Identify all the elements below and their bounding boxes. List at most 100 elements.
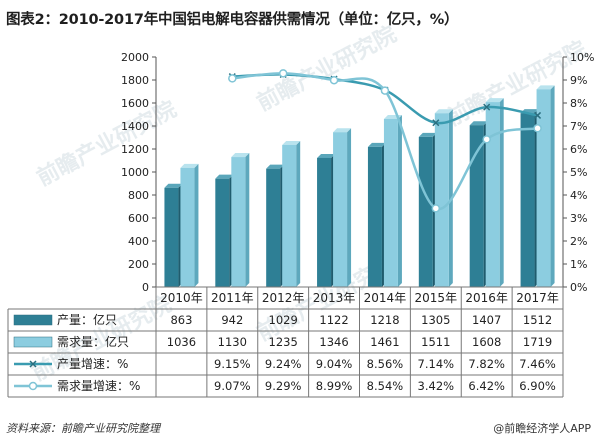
production-bar-3-top — [317, 153, 336, 158]
production-growth-point-6 — [534, 111, 542, 119]
production-bar-5 — [418, 136, 433, 287]
legend-key-1 — [13, 336, 53, 348]
table-cell-3-5: 3.42% — [418, 379, 455, 393]
production-bar-1 — [215, 178, 230, 287]
production-bar-0-top — [164, 183, 183, 188]
left-tick-label-5: 1000 — [121, 166, 149, 179]
demand-bar-7-top — [536, 85, 555, 90]
demand-bar-7 — [536, 89, 551, 287]
category-label-3: 2013年 — [313, 291, 356, 305]
demand-bar-0 — [180, 167, 195, 287]
right-tick-label-3: 3% — [570, 212, 587, 225]
demand-bar-7-side — [550, 85, 555, 287]
table-cell-0-1: 942 — [221, 313, 243, 327]
table-cell-0-4: 1218 — [370, 313, 399, 327]
demand-growth-point-2 — [329, 75, 339, 85]
production-bar-0 — [164, 187, 179, 287]
source-note: 资料来源：前瞻产业研究院整理 — [6, 422, 160, 435]
table-cell-3-2: 9.29% — [265, 379, 302, 393]
table-cell-2-3: 9.04% — [316, 357, 353, 371]
demand-bar-3-side — [347, 128, 352, 287]
category-label-6: 2016年 — [465, 291, 508, 305]
table-cell-2-4: 8.56% — [367, 357, 404, 371]
left-tick-label-3: 600 — [128, 212, 149, 225]
production-bar-7 — [520, 113, 535, 288]
production-growth-point-5 — [483, 103, 491, 111]
table-cell-1-1: 1130 — [218, 335, 247, 349]
brand-note: @前瞻经济学人APP — [493, 422, 591, 435]
data-table: 2010年 2011年 2012年 2013年 2014年 2015年 2016年 2017年… — [7, 286, 564, 398]
category-label-2: 2012年 — [262, 291, 305, 305]
left-tick-label-4: 800 — [128, 189, 149, 202]
right-tick-label-10: 10% — [570, 51, 594, 64]
table-cell-0-2: 1029 — [269, 313, 298, 327]
production-bar-4 — [367, 146, 382, 287]
demand-growth-point-1 — [278, 69, 288, 78]
watermark-text-3: 前瞻产业研究院 — [443, 36, 591, 131]
demand-bar-2-side — [296, 140, 301, 287]
demand-bar-4 — [383, 118, 398, 287]
production-bar-3 — [317, 157, 332, 287]
table-cell-0-3: 1122 — [319, 313, 348, 327]
table-cell-3-4: 8.54% — [367, 379, 404, 393]
right-tick-label-7: 7% — [570, 120, 587, 133]
demand-bar-1 — [231, 157, 246, 287]
demand-growth-point-0 — [228, 74, 237, 83]
production-bar-2-top — [266, 164, 285, 169]
production-growth-point-4 — [432, 119, 440, 127]
category-label-5: 2015年 — [415, 291, 458, 305]
demand-bar-6 — [485, 102, 500, 287]
plot-area: 0 200 400 600 800 1000 1200 1400 1600 1800 2000 0% 1… — [121, 51, 594, 294]
table-cell-1-4: 1461 — [370, 335, 399, 349]
demand-bar-3 — [333, 132, 348, 287]
left-tick-label-6: 1200 — [121, 143, 149, 156]
demand-bar-2-top — [282, 140, 301, 145]
table-cell-1-5: 1511 — [421, 335, 450, 349]
table-cell-2-7: 7.46% — [519, 357, 556, 371]
production-bar-6-top — [469, 121, 488, 126]
table-cell-3-6: 6.42% — [468, 379, 505, 393]
table-cell-2-1: 9.15% — [214, 357, 251, 371]
right-tick-label-1: 1% — [570, 258, 587, 271]
demand-bar-6-side — [499, 98, 504, 287]
table-cell-1-7: 1719 — [523, 335, 552, 349]
demand-growth-point-3 — [380, 86, 390, 95]
demand-bar-0-top — [180, 163, 199, 168]
table-cell-3-3: 8.99% — [316, 379, 353, 393]
demand-bar-2 — [282, 144, 297, 287]
demand-bar-0-side — [194, 163, 199, 287]
category-label-7: 2017年 — [516, 291, 559, 305]
legend-label-0: 产量：亿只 — [57, 312, 117, 327]
production-bar-5-top — [418, 132, 437, 137]
demand-bar-5-top — [434, 109, 453, 114]
table-cell-1-6: 1608 — [472, 335, 501, 349]
table-cell-0-7: 1512 — [523, 313, 552, 327]
chart-title: 图表2：2010-2017年中国铝电解电容器供需情况（单位：亿只，%） — [6, 12, 459, 28]
table-cell-0-0: 863 — [170, 313, 192, 327]
watermark-text-1: 前瞻产业研究院 — [253, 21, 401, 116]
legend-label-2: 产量增速：% — [57, 357, 128, 371]
left-tick-label-1: 200 — [128, 258, 149, 271]
left-tick-label-9: 1800 — [121, 74, 149, 87]
left-tick-label-10: 2000 — [121, 51, 149, 64]
demand-growth-point-6 — [533, 124, 542, 133]
table-cell-2-6: 7.82% — [468, 357, 505, 371]
production-bar-2 — [266, 168, 281, 287]
table-cell-0-6: 1407 — [472, 313, 501, 327]
right-tick-label-2: 2% — [570, 235, 587, 248]
right-tick-label-9: 9% — [570, 74, 587, 87]
watermark-text-0: 前瞻产业研究院 — [33, 96, 181, 191]
category-label-4: 2014年 — [364, 291, 407, 305]
legend-label-1: 需求量：亿只 — [57, 334, 129, 349]
table-cell-3-1: 9.07% — [214, 379, 251, 393]
demand-bar-3-top — [333, 128, 352, 133]
demand-growth-point-5 — [482, 135, 491, 144]
legend-marker-3 — [28, 381, 38, 391]
left-tick-label-7: 1400 — [121, 120, 149, 133]
right-tick-label-4: 4% — [570, 189, 587, 202]
legend-marker-2 — [29, 360, 37, 368]
table-cell-1-0: 1036 — [167, 335, 196, 349]
left-tick-label-2: 400 — [128, 235, 149, 248]
demand-bar-4-side — [397, 114, 402, 287]
